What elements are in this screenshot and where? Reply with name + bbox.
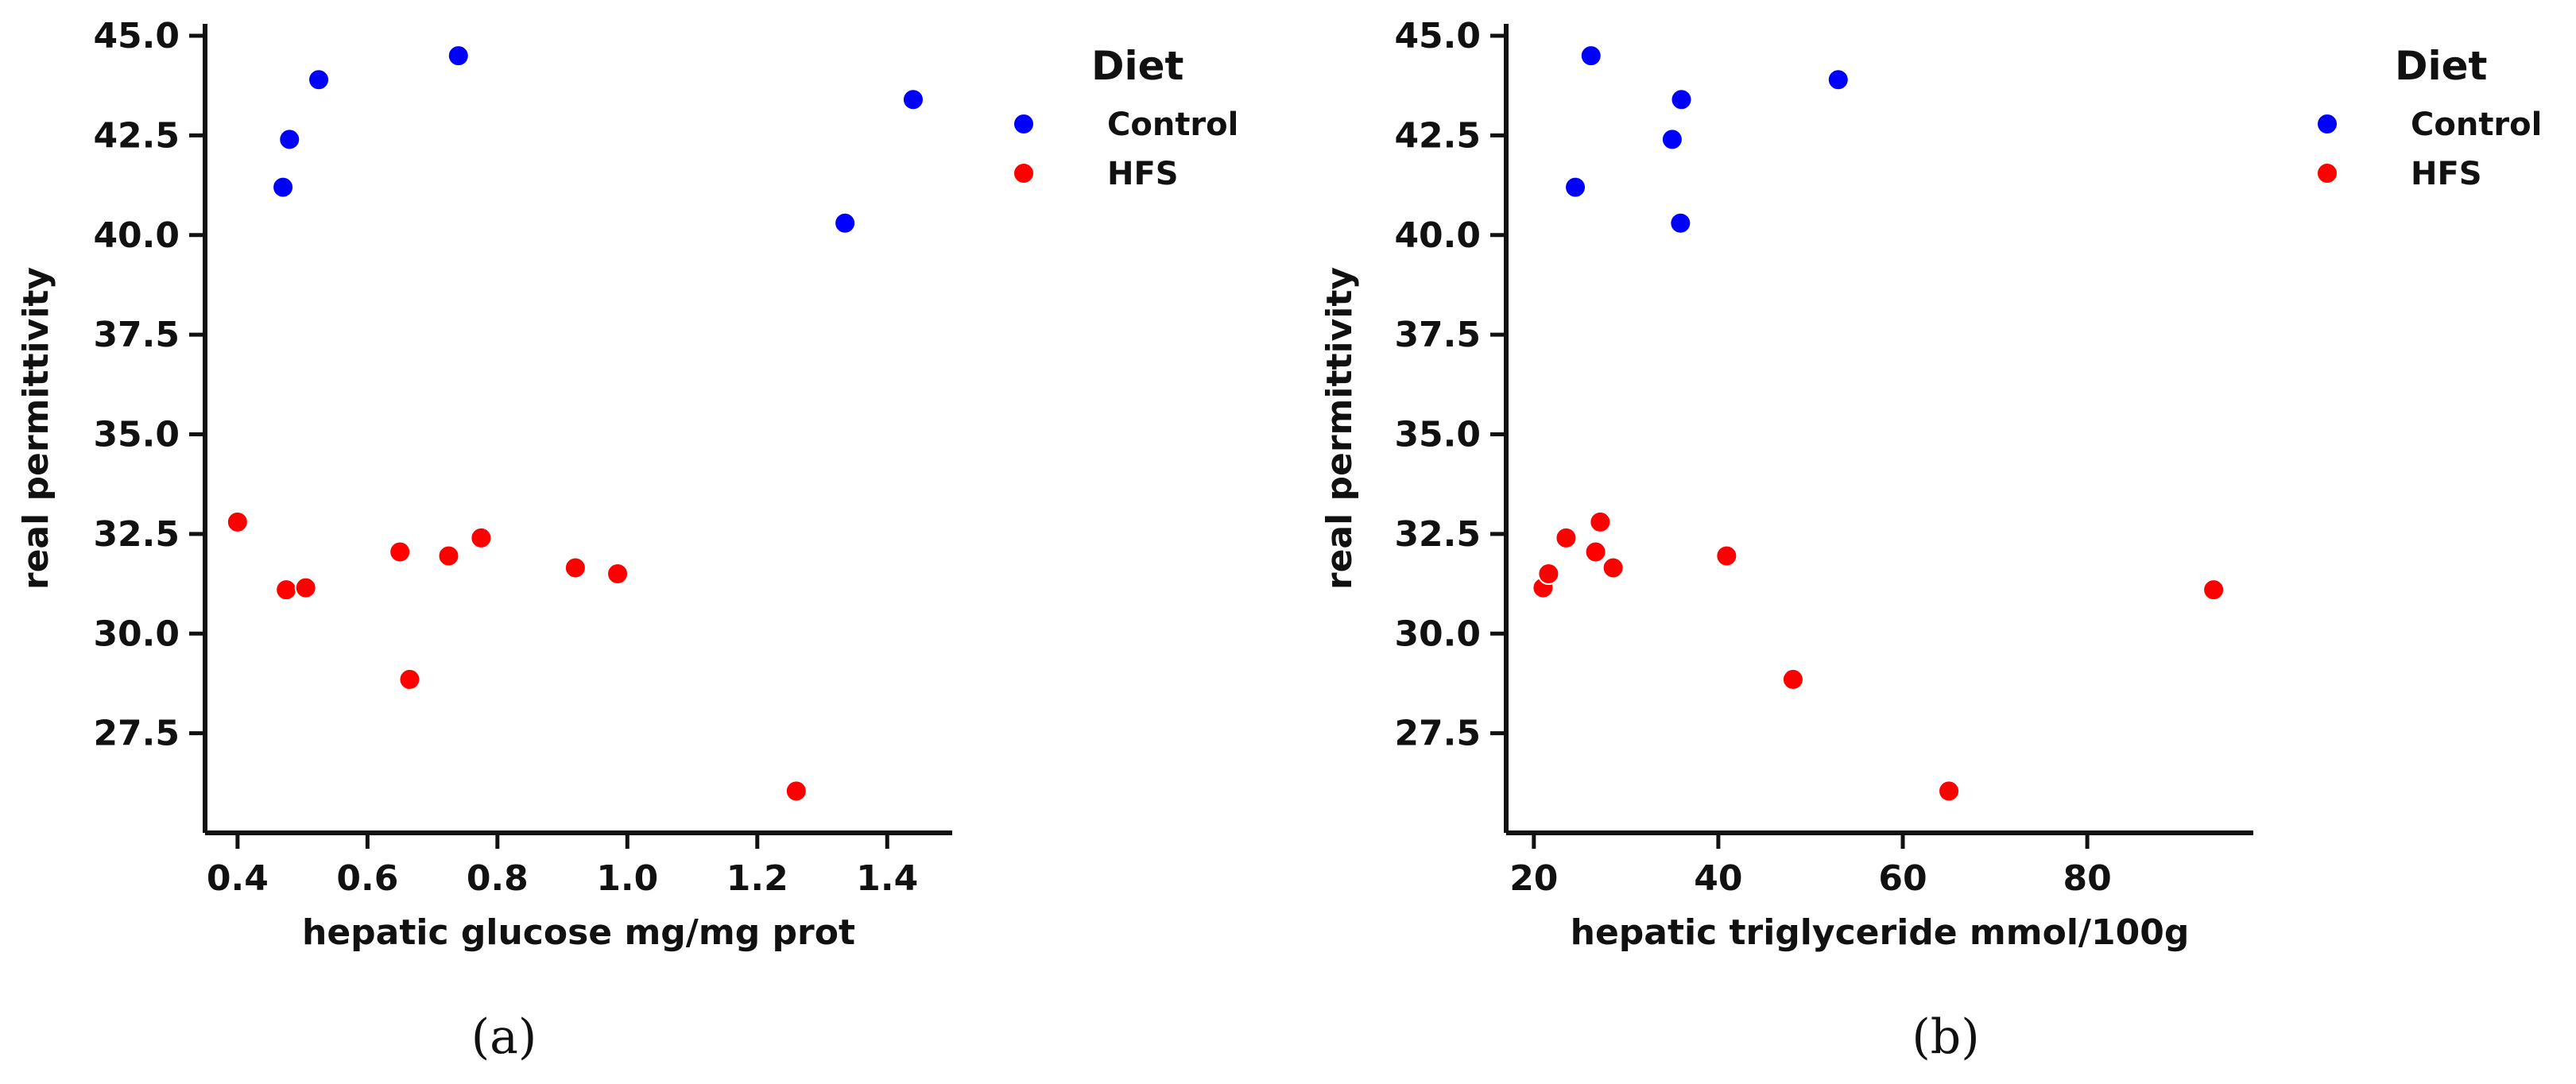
y-tick-label: 27.5: [93, 714, 180, 754]
x-tick-label: 1.2: [726, 858, 788, 899]
panel-label: (a): [471, 1009, 537, 1065]
y-tick-label: 40.0: [1394, 215, 1481, 256]
data-point-control: [278, 128, 301, 151]
data-point-hfs: [1715, 544, 1738, 567]
y-tick-label: 42.5: [93, 115, 180, 156]
y-tick-label: 35.0: [1394, 415, 1481, 455]
y-tick-label: 32.5: [93, 514, 180, 555]
y-tick-label: 32.5: [1394, 514, 1481, 555]
y-tick-label: 42.5: [1394, 115, 1481, 156]
data-point-hfs: [1537, 563, 1560, 586]
legend-marker-control: [2316, 113, 2338, 135]
y-tick-label: 37.5: [1394, 315, 1481, 355]
x-tick-label: 0.8: [467, 858, 529, 899]
data-point-control: [1564, 176, 1587, 199]
legend-title: Diet: [1091, 43, 1183, 89]
legend-label-control: Control: [2411, 106, 2542, 143]
y-tick-label: 45.0: [1394, 16, 1481, 56]
x-tick-label: 1.4: [856, 858, 918, 899]
legend-marker-hfs: [2316, 162, 2338, 184]
x-axis-title: hepatic glucose mg/mg prot: [302, 912, 855, 953]
panel-label: (b): [1912, 1009, 1979, 1065]
data-point-hfs: [784, 780, 808, 803]
data-point-hfs: [564, 556, 587, 579]
y-axis-title: real permittivity: [16, 267, 56, 590]
data-point-hfs: [1555, 526, 1578, 549]
data-point-hfs: [1602, 556, 1625, 579]
chart-panel-b: 27.5 30.0 32.5 35.0 37.5 40.0 42.5 45.0 20 40 60 80…: [1319, 16, 2542, 1065]
data-point-control: [901, 88, 924, 111]
y-tick-label: 37.5: [93, 315, 180, 355]
legend-label-hfs: HFS: [2411, 156, 2482, 192]
data-point-control: [1579, 45, 1602, 68]
y-tick-label: 27.5: [1394, 714, 1481, 754]
y-tick-label: 45.0: [93, 16, 180, 56]
data-point-control: [1669, 211, 1692, 234]
data-point-control: [1660, 128, 1683, 151]
legend-label-hfs: HFS: [1107, 156, 1179, 192]
data-point-hfs: [1938, 780, 1961, 803]
data-point-control: [1670, 88, 1693, 111]
data-point-control: [834, 211, 857, 234]
x-tick-label: 20: [1509, 858, 1558, 899]
y-tick-label: 40.0: [93, 215, 180, 256]
data-point-hfs: [2202, 579, 2225, 602]
data-point-hfs: [226, 510, 249, 533]
x-axis-title: hepatic triglyceride mmol/100g: [1571, 912, 2190, 953]
data-point-hfs: [1589, 510, 1612, 533]
y-tick-label: 30.0: [1394, 614, 1481, 654]
data-point-hfs: [606, 563, 629, 586]
data-point-hfs: [398, 668, 421, 691]
data-point-hfs: [437, 544, 460, 567]
legend-title: Diet: [2395, 43, 2487, 89]
legend-marker-control: [1013, 113, 1035, 135]
data-point-hfs: [470, 526, 493, 549]
data-point-control: [272, 176, 295, 199]
data-point-hfs: [1584, 540, 1607, 563]
legend-label-control: Control: [1107, 106, 1238, 143]
data-point-control: [447, 45, 470, 68]
x-tick-label: 60: [1878, 858, 1927, 899]
x-tick-label: 0.4: [207, 858, 269, 899]
data-point-control: [308, 68, 331, 91]
data-point-hfs: [1781, 668, 1804, 691]
x-tick-label: 80: [2063, 858, 2111, 899]
data-point-control: [1826, 68, 1850, 91]
legend-marker-hfs: [1013, 162, 1035, 184]
data-point-hfs: [389, 540, 412, 563]
x-tick-label: 1.0: [596, 858, 658, 899]
x-tick-label: 40: [1694, 858, 1742, 899]
y-tick-label: 35.0: [93, 415, 180, 455]
chart-panel-a: 27.5 30.0 32.5 35.0 37.5 40.0 42.5 45.0 0.4 0.6 0.…: [16, 16, 1238, 1065]
data-point-hfs: [294, 576, 317, 599]
y-tick-label: 30.0: [93, 614, 180, 654]
x-tick-label: 0.6: [336, 858, 398, 899]
data-point-hfs: [275, 579, 298, 602]
y-axis-title: real permittivity: [1319, 267, 1360, 590]
